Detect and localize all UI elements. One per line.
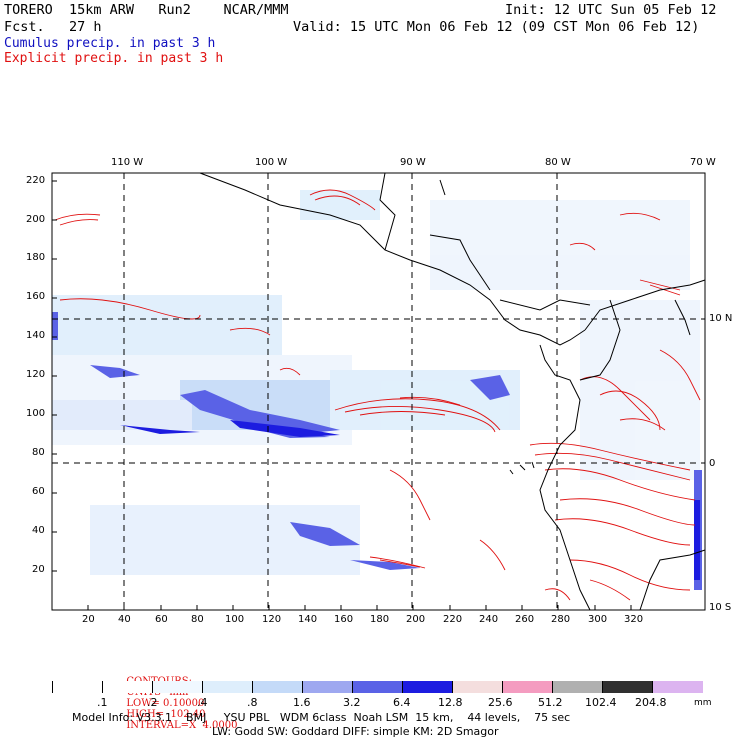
y-tick: 120: [26, 369, 46, 380]
model-physics: LW: Godd SW: Goddard DIFF: simple KM: 2D…: [212, 725, 499, 738]
colorbar-cell: [602, 681, 653, 693]
colorbar-label: 6.4: [393, 696, 411, 709]
valid-time: Valid: 15 UTC Mon 06 Feb 12 (09 CST Mon …: [293, 19, 700, 35]
y-tick: 220: [26, 175, 46, 186]
y-tick: 200: [26, 214, 46, 225]
contours-high: HIGH= 102.40: [126, 709, 206, 720]
x-tick: 60: [155, 614, 168, 625]
colorbar-cell: [152, 681, 203, 693]
model-info: Model Info: V3.3.1 BMJ YSU PBL WDM 6clas…: [72, 711, 571, 724]
x-tick: 200: [406, 614, 426, 625]
colorbar-label: 3.2: [343, 696, 361, 709]
x-tick: 20: [82, 614, 95, 625]
colorbar-cell: [302, 681, 353, 693]
colorbar-cell: [552, 681, 603, 693]
colorbar-label: .8: [247, 696, 258, 709]
run-title: TORERO 15km ARW Run2 NCAR/MMM: [4, 2, 289, 18]
colorbar-cell: [102, 681, 153, 693]
colorbar-cell: [52, 681, 103, 693]
x-tick: 220: [443, 614, 463, 625]
x-tick: 300: [588, 614, 608, 625]
colorbar-label: 204.8: [635, 696, 667, 709]
x-tick: 260: [515, 614, 535, 625]
legend-explicit: Explicit precip. in past 3 h: [4, 51, 224, 66]
colorbar-cell: [402, 681, 453, 693]
y-tick: 80: [32, 447, 45, 458]
colorbar-cell: [252, 681, 303, 693]
lat-label-10n: 10 N: [709, 313, 733, 324]
x-tick: 240: [479, 614, 499, 625]
contours-interval: INTERVAL=X 4.0000: [126, 720, 238, 731]
explicit-contours: [54, 189, 701, 601]
lat-lon-grid: [52, 173, 705, 610]
colorbar-label: .1: [97, 696, 108, 709]
axis-ticks: [52, 180, 632, 610]
colorbar-label: .4: [197, 696, 208, 709]
legend-cumulus: Cumulus precip. in past 3 h: [4, 36, 216, 51]
cumulus-strong: [120, 420, 700, 580]
lat-label-10s: 10 S: [709, 602, 732, 613]
lat-label-0: 0: [709, 458, 716, 469]
lon-label-80w: 80 W: [545, 157, 571, 168]
x-tick: 120: [262, 614, 282, 625]
init-time: Init: 12 UTC Sun 05 Feb 12: [505, 2, 717, 18]
colorbar-cell: [352, 681, 403, 693]
colorbar-label: 51.2: [538, 696, 563, 709]
x-tick: 320: [624, 614, 644, 625]
y-tick: 100: [26, 408, 46, 419]
lon-label-100w: 100 W: [255, 157, 288, 168]
lon-label-90w: 90 W: [400, 157, 426, 168]
contours-low: LOW= 0.10000: [126, 698, 205, 709]
colorbar-unit: mm: [694, 698, 712, 708]
colorbar-label: 102.4: [585, 696, 617, 709]
y-tick: 140: [26, 330, 46, 341]
x-tick: 160: [334, 614, 354, 625]
colorbar-label: 12.8: [438, 696, 463, 709]
y-tick: 20: [32, 564, 45, 575]
x-tick: 280: [551, 614, 571, 625]
colorbar-label: 25.6: [488, 696, 513, 709]
lon-label-70w: 70 W: [690, 157, 716, 168]
x-tick: 180: [370, 614, 390, 625]
x-tick: 40: [118, 614, 131, 625]
x-tick: 80: [191, 614, 204, 625]
x-tick: 100: [225, 614, 245, 625]
colorbar-label: .2: [147, 696, 158, 709]
y-tick: 60: [32, 486, 45, 497]
y-tick: 40: [32, 525, 45, 536]
colorbar-cell: [502, 681, 553, 693]
y-tick: 160: [26, 291, 46, 302]
x-tick: 140: [298, 614, 318, 625]
colorbar-cell: [452, 681, 503, 693]
lon-label-110w: 110 W: [111, 157, 144, 168]
colorbar-label: 1.6: [293, 696, 311, 709]
forecast-hour: Fcst. 27 h: [4, 19, 102, 35]
y-tick: 180: [26, 252, 46, 263]
cumulus-shading: [52, 190, 700, 575]
colorbar-cell: [202, 681, 253, 693]
colorbar-cell: [652, 681, 703, 693]
